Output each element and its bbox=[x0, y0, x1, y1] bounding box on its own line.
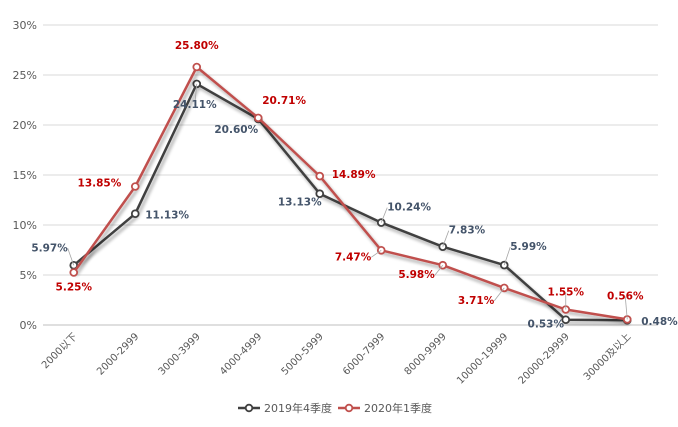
y-tick-label: 15% bbox=[13, 169, 37, 182]
legend-marker bbox=[344, 403, 354, 413]
label-leader bbox=[442, 230, 450, 247]
y-tick-label: 0% bbox=[20, 319, 37, 332]
label-leader bbox=[371, 249, 382, 258]
label-leader bbox=[67, 248, 75, 266]
data-labels: 5.97% 11.13% 24.11% 20.60% 13.13% 10.24% 7.83%… bbox=[31, 40, 678, 331]
data-point bbox=[253, 113, 263, 123]
data-point bbox=[315, 171, 325, 181]
x-tick-label: 2000-2999 bbox=[95, 331, 141, 377]
x-tick-label: 8000-9999 bbox=[403, 331, 449, 377]
data-point bbox=[315, 189, 325, 199]
data-label: 1.55% bbox=[548, 287, 585, 299]
x-tick-label: 4000-4999 bbox=[218, 331, 264, 377]
data-label: 10.24% bbox=[387, 202, 431, 214]
x-tick-label: 2000以下 bbox=[40, 331, 80, 371]
x-tick-label: 20000-29999 bbox=[517, 331, 572, 386]
data-label: 25.80% bbox=[175, 40, 219, 52]
label-leader bbox=[503, 246, 511, 266]
data-label: 5.25% bbox=[56, 282, 93, 294]
data-label: 3.71% bbox=[458, 295, 495, 307]
label-leader bbox=[624, 296, 628, 320]
y-tick-label: 5% bbox=[20, 269, 37, 282]
data-point bbox=[561, 315, 571, 325]
series-line-2 bbox=[72, 65, 628, 321]
label-leader-lines bbox=[67, 83, 628, 320]
series-line-1 bbox=[72, 82, 628, 322]
x-axis-ticks: 2000以下 2000-2999 3000-3999 4000-4999 5000-59… bbox=[40, 331, 633, 387]
y-axis-ticks: 0% 5% 10% 15% 20% 25% 30% bbox=[13, 19, 37, 332]
data-label: 20.60% bbox=[214, 124, 258, 136]
data-label: 20.71% bbox=[262, 95, 306, 107]
legend-label: 2020年1季度 bbox=[364, 401, 432, 415]
data-label: 13.13% bbox=[278, 197, 322, 209]
legend-label: 2019年4季度 bbox=[264, 401, 332, 415]
data-label: 0.48% bbox=[641, 316, 678, 328]
data-point bbox=[192, 62, 202, 72]
y-tick-label: 20% bbox=[13, 119, 37, 132]
data-point bbox=[69, 268, 79, 277]
x-tick-label: 3000-3999 bbox=[157, 331, 203, 377]
legend: 2019年4季度 2020年1季度 bbox=[238, 401, 432, 415]
x-tick-label: 10000-19999 bbox=[455, 331, 510, 386]
y-tick-label: 30% bbox=[13, 19, 37, 32]
data-label: 24.11% bbox=[173, 99, 217, 111]
data-point bbox=[130, 182, 140, 191]
gridlines bbox=[43, 24, 658, 326]
data-label: 7.83% bbox=[449, 225, 486, 237]
data-label: 7.47% bbox=[335, 251, 372, 263]
data-point bbox=[130, 209, 140, 219]
data-point bbox=[438, 242, 448, 252]
label-leader bbox=[434, 264, 444, 276]
legend-marker bbox=[244, 403, 254, 413]
label-leader bbox=[194, 83, 198, 105]
data-label: 14.89% bbox=[332, 169, 376, 181]
data-label: 5.99% bbox=[510, 241, 547, 253]
y-tick-label: 25% bbox=[13, 69, 37, 82]
data-label: 11.13% bbox=[145, 210, 189, 222]
label-leader bbox=[493, 287, 505, 302]
y-tick-label: 10% bbox=[13, 219, 37, 232]
data-label: 5.98% bbox=[398, 269, 435, 281]
label-leader bbox=[380, 207, 388, 223]
x-tick-label: 5000-5999 bbox=[280, 331, 326, 377]
x-tick-label: 6000-7999 bbox=[341, 331, 387, 377]
data-label: 5.97% bbox=[31, 242, 68, 254]
x-tick-label: 30000及以上 bbox=[581, 331, 633, 383]
data-label: 13.85% bbox=[78, 178, 122, 190]
series bbox=[69, 62, 632, 325]
data-label: 0.53% bbox=[528, 319, 565, 331]
data-label: 0.56% bbox=[607, 290, 644, 302]
